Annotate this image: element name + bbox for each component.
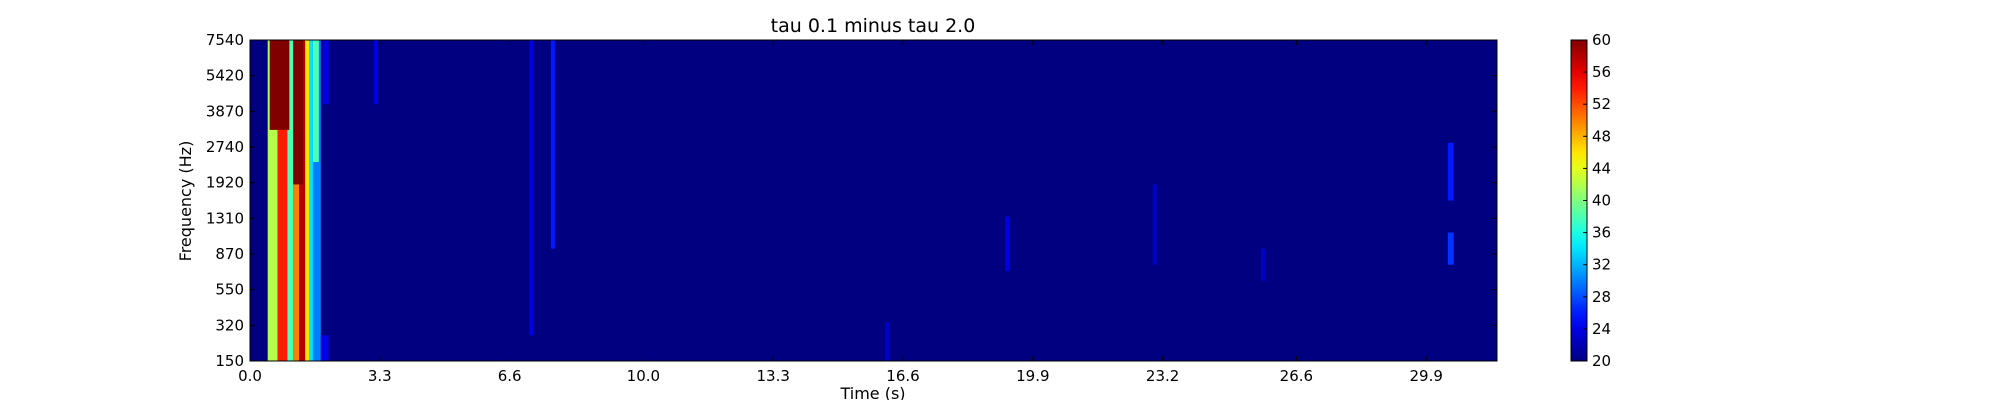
heatmap-cell (322, 40, 329, 105)
colorbar-tick-label: 28 (1592, 288, 1611, 306)
colorbar-tick-label: 40 (1592, 192, 1611, 210)
heatmap-cell (269, 40, 290, 130)
heatmap-cell (320, 335, 329, 361)
x-tick-label: 6.6 (498, 367, 522, 385)
heatmap-cell (885, 322, 890, 361)
y-tick-label: 2740 (206, 138, 244, 156)
heatmap-background (250, 40, 1497, 361)
heatmap-cell (1260, 248, 1265, 281)
heatmap-cell (550, 40, 555, 249)
colorbar-tick-label: 44 (1592, 159, 1611, 177)
heatmap-cell (1005, 216, 1010, 272)
y-tick-label: 1310 (206, 209, 244, 227)
heatmap-cell (1447, 142, 1454, 201)
x-axis-label: Time (s) (839, 384, 905, 400)
heatmap-cell (305, 40, 310, 361)
y-tick-label: 3870 (206, 102, 244, 120)
x-tick-label: 13.3 (756, 367, 789, 385)
y-axis: 150 320 550 870 1310 1920 2740 3870 5420 7540 (206, 31, 1497, 370)
heatmap-cell (309, 40, 313, 361)
heatmap-cell (287, 40, 294, 361)
x-tick-label: 26.6 (1280, 367, 1313, 385)
colorbar-tick-label: 32 (1592, 256, 1611, 274)
y-tick-label: 870 (215, 245, 244, 263)
heatmap-cell (312, 40, 319, 162)
heatmap-cell (277, 40, 288, 361)
y-tick-label: 150 (215, 352, 244, 370)
heatmap-cell (373, 40, 378, 105)
plot-frame (249, 39, 1498, 362)
colorbar: 20 24 28 32 36 40 44 48 52 56 60 (1570, 31, 1611, 370)
chart-title: tau 0.1 minus tau 2.0 (771, 15, 976, 37)
heatmap-cell (293, 40, 300, 361)
colorbar-tick-label: 56 (1592, 63, 1611, 81)
heatmap-cell (299, 40, 306, 361)
y-tick-label: 320 (215, 316, 244, 334)
x-tick-label: 23.2 (1146, 367, 1179, 385)
colorbar-tick-label: 60 (1592, 31, 1611, 49)
colorbar-tick-label: 36 (1592, 224, 1611, 242)
heatmap-cell (293, 40, 304, 185)
heatmap-cell (1447, 232, 1454, 265)
x-tick-label: 10.0 (627, 367, 660, 385)
heatmap-cell (529, 40, 534, 336)
colorbar-tick-label: 20 (1592, 352, 1611, 370)
y-tick-label: 7540 (206, 31, 244, 49)
colorbar-tick-label: 24 (1592, 320, 1611, 338)
y-tick-label: 5420 (206, 67, 244, 85)
colorbar-tick-label: 52 (1592, 95, 1611, 113)
x-tick-label: 0.0 (238, 367, 262, 385)
y-axis-label: Frequency (Hz) (176, 141, 195, 262)
x-tick-label: 29.9 (1409, 367, 1442, 385)
x-tick-label: 19.9 (1016, 367, 1049, 385)
colorbar-tick-label: 48 (1592, 127, 1611, 145)
heatmap-plot (249, 39, 1498, 362)
x-tick-label: 3.3 (368, 367, 392, 385)
y-tick-label: 1920 (206, 174, 244, 192)
y-tick-label: 550 (215, 281, 244, 299)
x-tick-label: 16.6 (886, 367, 919, 385)
x-axis: 0.0 3.3 6.6 10.0 13.3 16.6 19.9 23.2 26.6 29.9 (238, 40, 1443, 385)
heatmap-cell (312, 40, 321, 361)
heatmap-cell (267, 40, 278, 361)
heatmap-cell (1152, 184, 1157, 265)
